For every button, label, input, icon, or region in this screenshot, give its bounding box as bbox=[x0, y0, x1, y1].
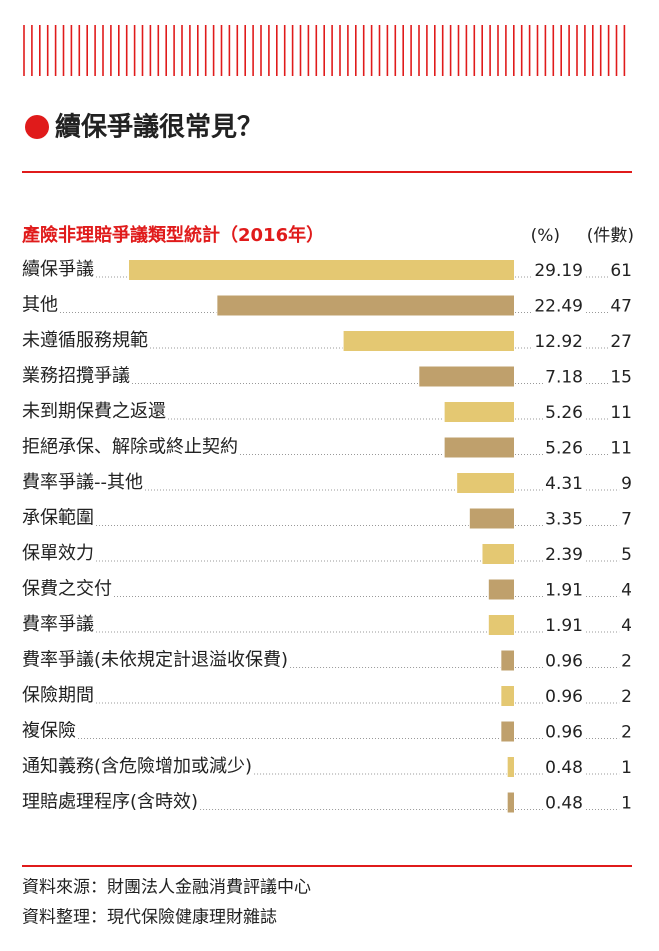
value-label: 4.31 bbox=[545, 474, 583, 494]
count-label: 4 bbox=[621, 581, 632, 601]
bar bbox=[444, 402, 514, 422]
bar bbox=[343, 331, 514, 351]
category-label: 續保爭議 bbox=[22, 259, 94, 280]
source: 資料來源：財團法人金融消費評議中心 bbox=[22, 878, 311, 898]
value-label: 22.49 bbox=[534, 297, 583, 317]
title-dot bbox=[25, 115, 49, 139]
bar bbox=[488, 615, 514, 635]
count-label: 11 bbox=[610, 403, 632, 423]
category-label: 保單效力 bbox=[22, 543, 94, 564]
value-label: 0.96 bbox=[545, 652, 583, 672]
bar bbox=[501, 686, 514, 706]
category-label: 業務招攬爭議 bbox=[22, 366, 130, 387]
count-label: 1 bbox=[621, 794, 632, 814]
count-label: 2 bbox=[621, 687, 632, 707]
count-label: 4 bbox=[621, 616, 632, 636]
count-label: 11 bbox=[610, 439, 632, 459]
category-label: 費率爭議(未依規定計退溢收保費) bbox=[22, 650, 288, 671]
bar bbox=[507, 792, 514, 813]
value-label: 1.91 bbox=[545, 581, 583, 601]
value-label: 0.48 bbox=[545, 794, 583, 814]
value-header: (%) bbox=[531, 226, 560, 246]
value-label: 7.18 bbox=[545, 368, 583, 388]
category-label: 未遵循服務規範 bbox=[22, 330, 148, 351]
category-label: 保險期間 bbox=[22, 685, 94, 706]
count-label: 2 bbox=[621, 652, 632, 672]
value-label: 0.96 bbox=[545, 687, 583, 707]
count-label: 7 bbox=[621, 510, 632, 530]
value-label: 3.35 bbox=[545, 510, 583, 530]
bar bbox=[501, 650, 514, 671]
count-label: 47 bbox=[610, 297, 632, 317]
category-label: 複保險 bbox=[22, 721, 76, 742]
count-label: 9 bbox=[621, 474, 632, 494]
value-label: 0.96 bbox=[545, 723, 583, 743]
bar bbox=[469, 508, 514, 529]
count-label: 27 bbox=[610, 332, 632, 352]
value-label: 5.26 bbox=[545, 439, 583, 459]
category-label: 費率爭議--其他 bbox=[22, 472, 143, 493]
category-label: 其他 bbox=[22, 295, 58, 316]
value-label: 0.48 bbox=[545, 758, 583, 778]
value-label: 29.19 bbox=[534, 261, 583, 281]
category-label: 未到期保費之返還 bbox=[22, 401, 166, 422]
chart-subtitle: 產險非理賠爭議類型統計（2016年） bbox=[22, 224, 324, 246]
source: 資料整理：現代保險健康理財雜誌 bbox=[22, 908, 277, 928]
chart-title: 續保爭議很常見？ bbox=[55, 112, 263, 143]
bar bbox=[488, 579, 514, 600]
count-label: 5 bbox=[621, 545, 632, 565]
count-label: 15 bbox=[610, 368, 632, 388]
stripes bbox=[23, 25, 626, 76]
bar bbox=[217, 295, 514, 316]
value-label: 12.92 bbox=[534, 332, 583, 352]
category-label: 通知義務(含危險增加或減少) bbox=[22, 756, 252, 777]
category-label: 拒絕承保、解除或終止契約 bbox=[22, 437, 238, 458]
value-label: 2.39 bbox=[545, 545, 583, 565]
category-label: 費率爭議 bbox=[22, 614, 94, 635]
count-label: 1 bbox=[621, 758, 632, 778]
bar bbox=[482, 544, 514, 564]
count-label: 61 bbox=[610, 261, 632, 281]
value-label: 5.26 bbox=[545, 403, 583, 423]
bar bbox=[419, 366, 514, 387]
category-label: 承保範圍 bbox=[22, 508, 94, 529]
category-label: 保費之交付 bbox=[22, 579, 112, 600]
bar bbox=[501, 721, 514, 742]
count-header: (件數) bbox=[587, 226, 634, 246]
bar bbox=[457, 473, 514, 493]
count-label: 2 bbox=[621, 723, 632, 743]
value-label: 1.91 bbox=[545, 616, 583, 636]
bar bbox=[507, 757, 514, 777]
category-label: 理賠處理程序(含時效) bbox=[22, 792, 198, 813]
bar bbox=[444, 437, 514, 458]
bar bbox=[129, 260, 514, 280]
